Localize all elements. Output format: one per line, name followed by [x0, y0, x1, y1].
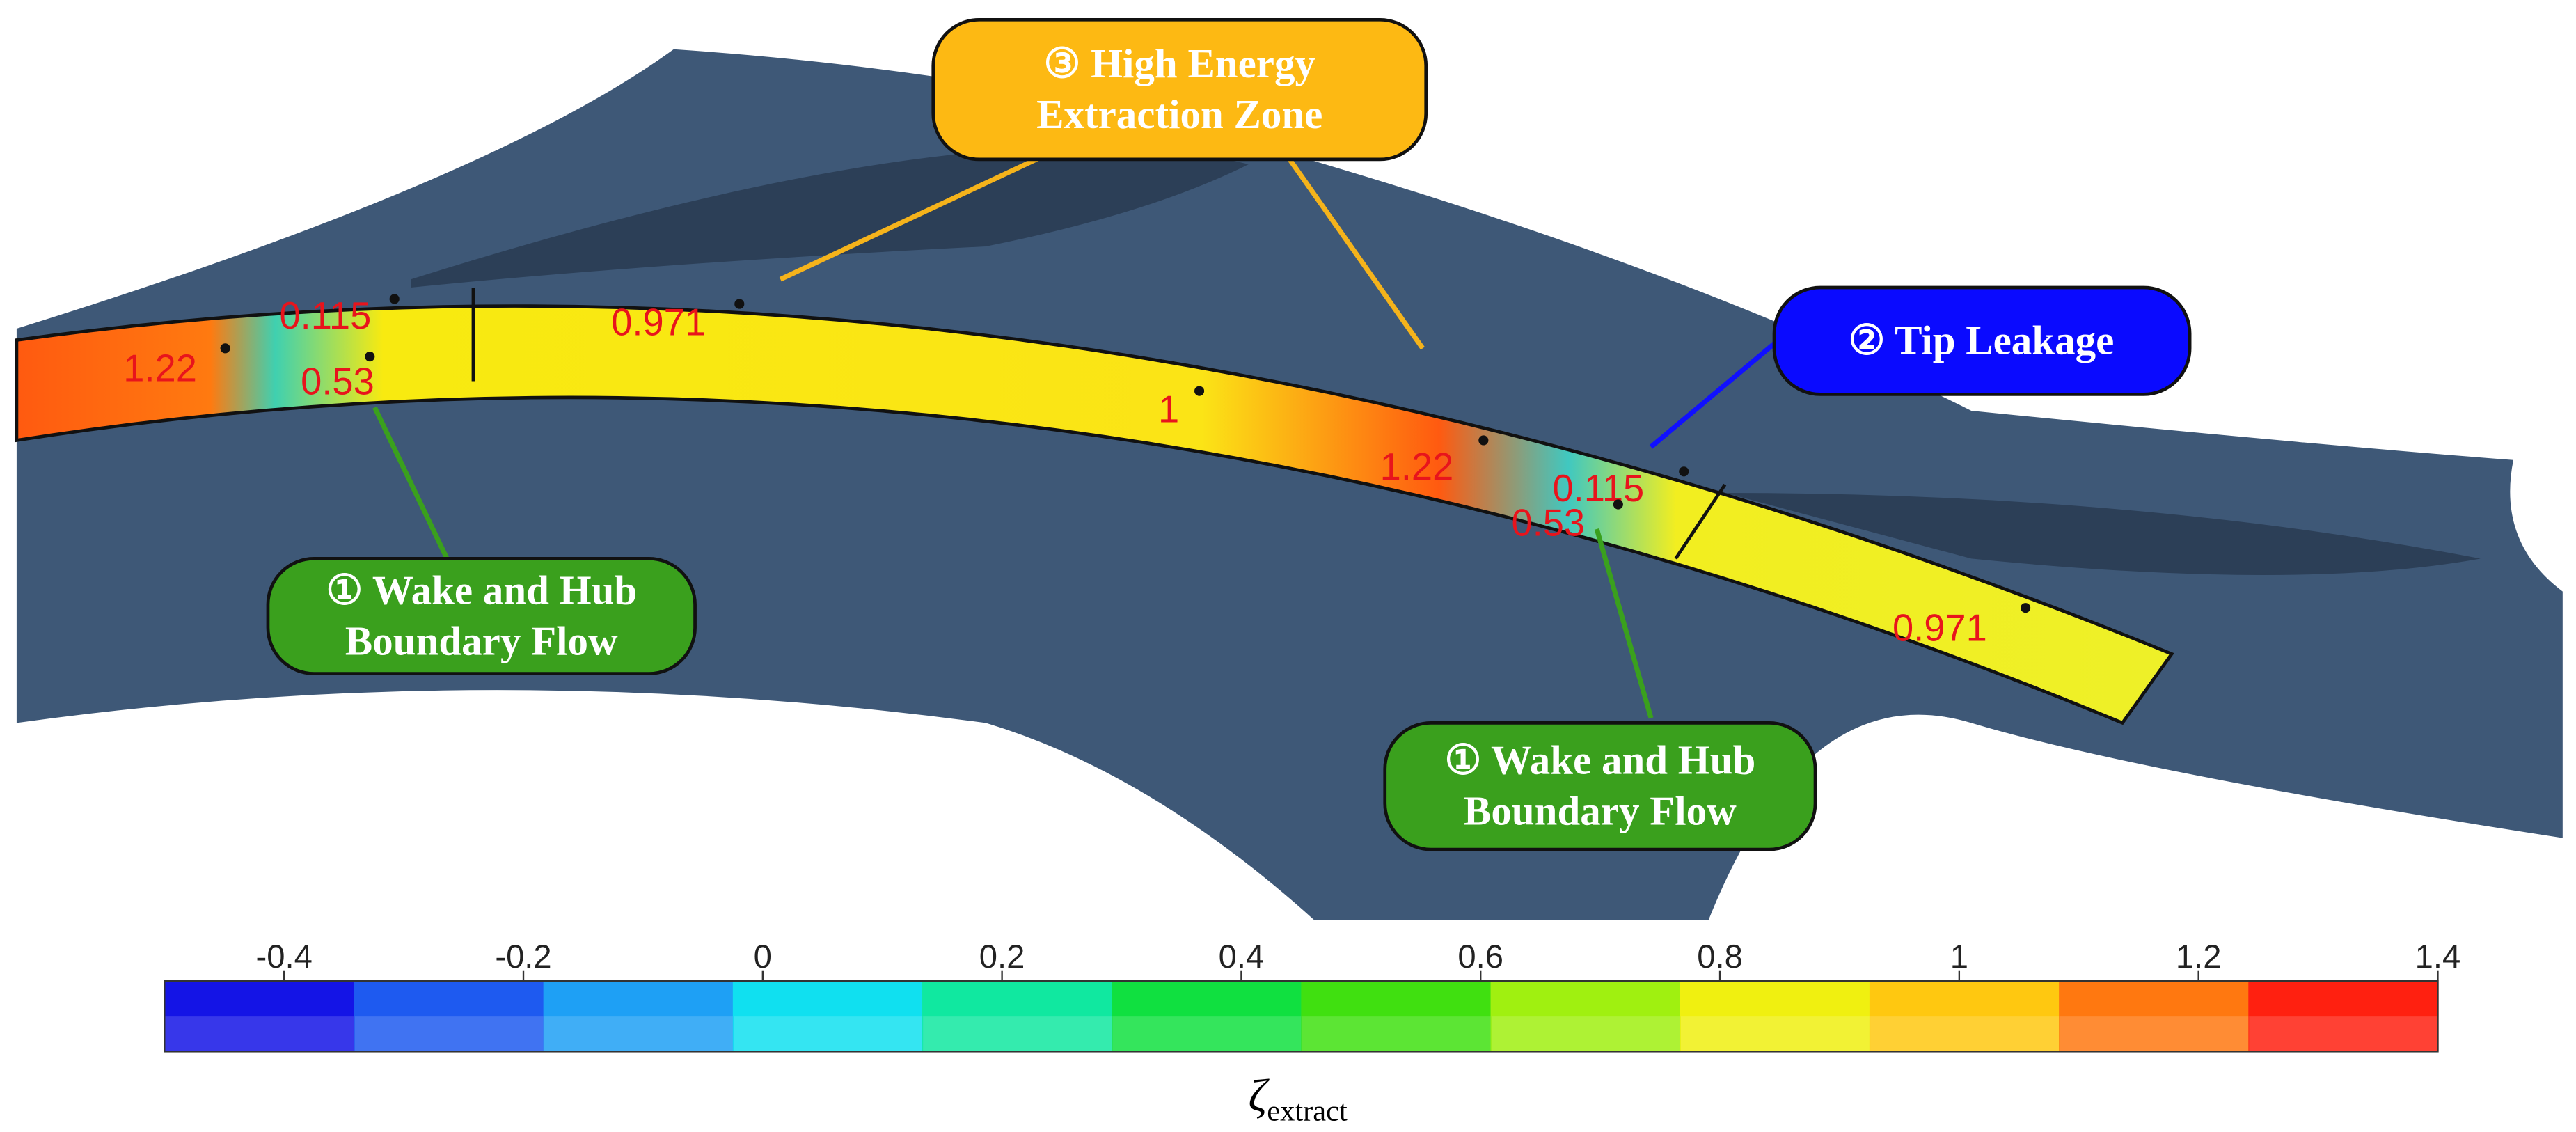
- colorbar-cell: [922, 980, 1113, 1017]
- colorbar-cell: [1301, 1016, 1492, 1052]
- colorbar-cell: [354, 1016, 544, 1052]
- contour-point: [1478, 435, 1489, 446]
- colorbar-title: ζextract: [1249, 1070, 1348, 1127]
- colorbar-tick-label: -0.2: [495, 938, 551, 975]
- colorbar-cell: [354, 980, 544, 1017]
- colorbar-cell: [732, 1016, 924, 1052]
- colorbar-cell: [164, 980, 355, 1017]
- callout-box: [266, 557, 697, 675]
- blade-shadow: [1725, 492, 2481, 575]
- colorbar-cell: [1680, 980, 1871, 1017]
- colorbar-frame: [164, 980, 2439, 1053]
- blade-shadow: [411, 146, 1249, 288]
- callout-text: ③ High Energy: [1044, 40, 1315, 86]
- callout-box: [1383, 721, 1817, 851]
- contour-label: 0.53: [301, 360, 374, 402]
- colorbar-cell: [2248, 980, 2439, 1017]
- colorbar-tick-label: 1: [1950, 938, 1968, 975]
- colorbar-cell: [2059, 1016, 2250, 1052]
- colorbar-tick-label: 0: [754, 938, 772, 975]
- colorbar-tick-label: 0.6: [1457, 938, 1503, 975]
- colorbar-tick-label: 0.2: [979, 938, 1025, 975]
- contour-band: [15, 304, 2174, 725]
- contour-label: 1: [1158, 388, 1179, 431]
- arrows: [372, 153, 1785, 719]
- colorbar-cell: [1869, 1016, 2060, 1052]
- colorbar-cell: [732, 980, 924, 1017]
- colorbar-cell: [543, 1016, 734, 1052]
- colorbar-cell: [543, 980, 734, 1017]
- colorbar-cell: [164, 1016, 355, 1052]
- contour-point: [1613, 499, 1623, 510]
- callout-text: ① Wake and Hub: [1444, 737, 1755, 783]
- contour-point: [389, 294, 400, 304]
- blade-surface: [16, 49, 2563, 920]
- contour-label: 0.971: [1893, 606, 1987, 649]
- callout-text: Boundary Flow: [345, 618, 618, 663]
- colorbar-symbol: ζ: [1249, 1070, 1270, 1121]
- callout-box: [1772, 285, 2192, 396]
- contour-point: [1194, 386, 1205, 396]
- colorbar-cell: [1112, 980, 1302, 1017]
- callout-text: ② Tip Leakage: [1849, 317, 2115, 363]
- colorbar-tick-label: 0.8: [1697, 938, 1743, 975]
- colorbar-cell: [1490, 980, 1681, 1017]
- contour-label: 1.22: [123, 347, 197, 390]
- colorbar-cell: [1869, 980, 2060, 1017]
- colorbar-cell: [1112, 1016, 1302, 1052]
- contour-point: [220, 343, 230, 354]
- colorbar-tick-label: 0.4: [1219, 938, 1265, 975]
- callout-text: ① Wake and Hub: [326, 567, 637, 613]
- colorbar-cell: [1680, 1016, 1871, 1052]
- contour-point: [2021, 603, 2031, 613]
- colorbar-cell: [2248, 1016, 2439, 1052]
- colorbar-cell: [922, 1016, 1113, 1052]
- callout-text: Boundary Flow: [1464, 788, 1737, 834]
- callout-text: Extraction Zone: [1036, 91, 1322, 137]
- contour-label: 0.115: [1552, 467, 1644, 510]
- colorbar-cell: [1490, 1016, 1681, 1052]
- colorbar-cell: [2059, 980, 2250, 1017]
- contour-label: 1.22: [1380, 446, 1454, 488]
- colorbar-cell: [1301, 980, 1492, 1017]
- contour-label: 0.971: [611, 301, 706, 343]
- contour-point: [734, 299, 745, 309]
- contour-label: 0.53: [1511, 501, 1585, 544]
- colorbar-tick-label: -0.4: [256, 938, 313, 975]
- colorbar-tick-label: 1.2: [2176, 938, 2222, 975]
- contour-point: [365, 352, 375, 362]
- callout-box: [931, 17, 1428, 162]
- colorbar-subscript: extract: [1267, 1094, 1348, 1127]
- blade-edge: [1674, 483, 1727, 560]
- colorbar-tick-label: 1.4: [2415, 938, 2461, 975]
- contour-label: 0.115: [279, 294, 371, 337]
- contour-point: [1679, 466, 1689, 477]
